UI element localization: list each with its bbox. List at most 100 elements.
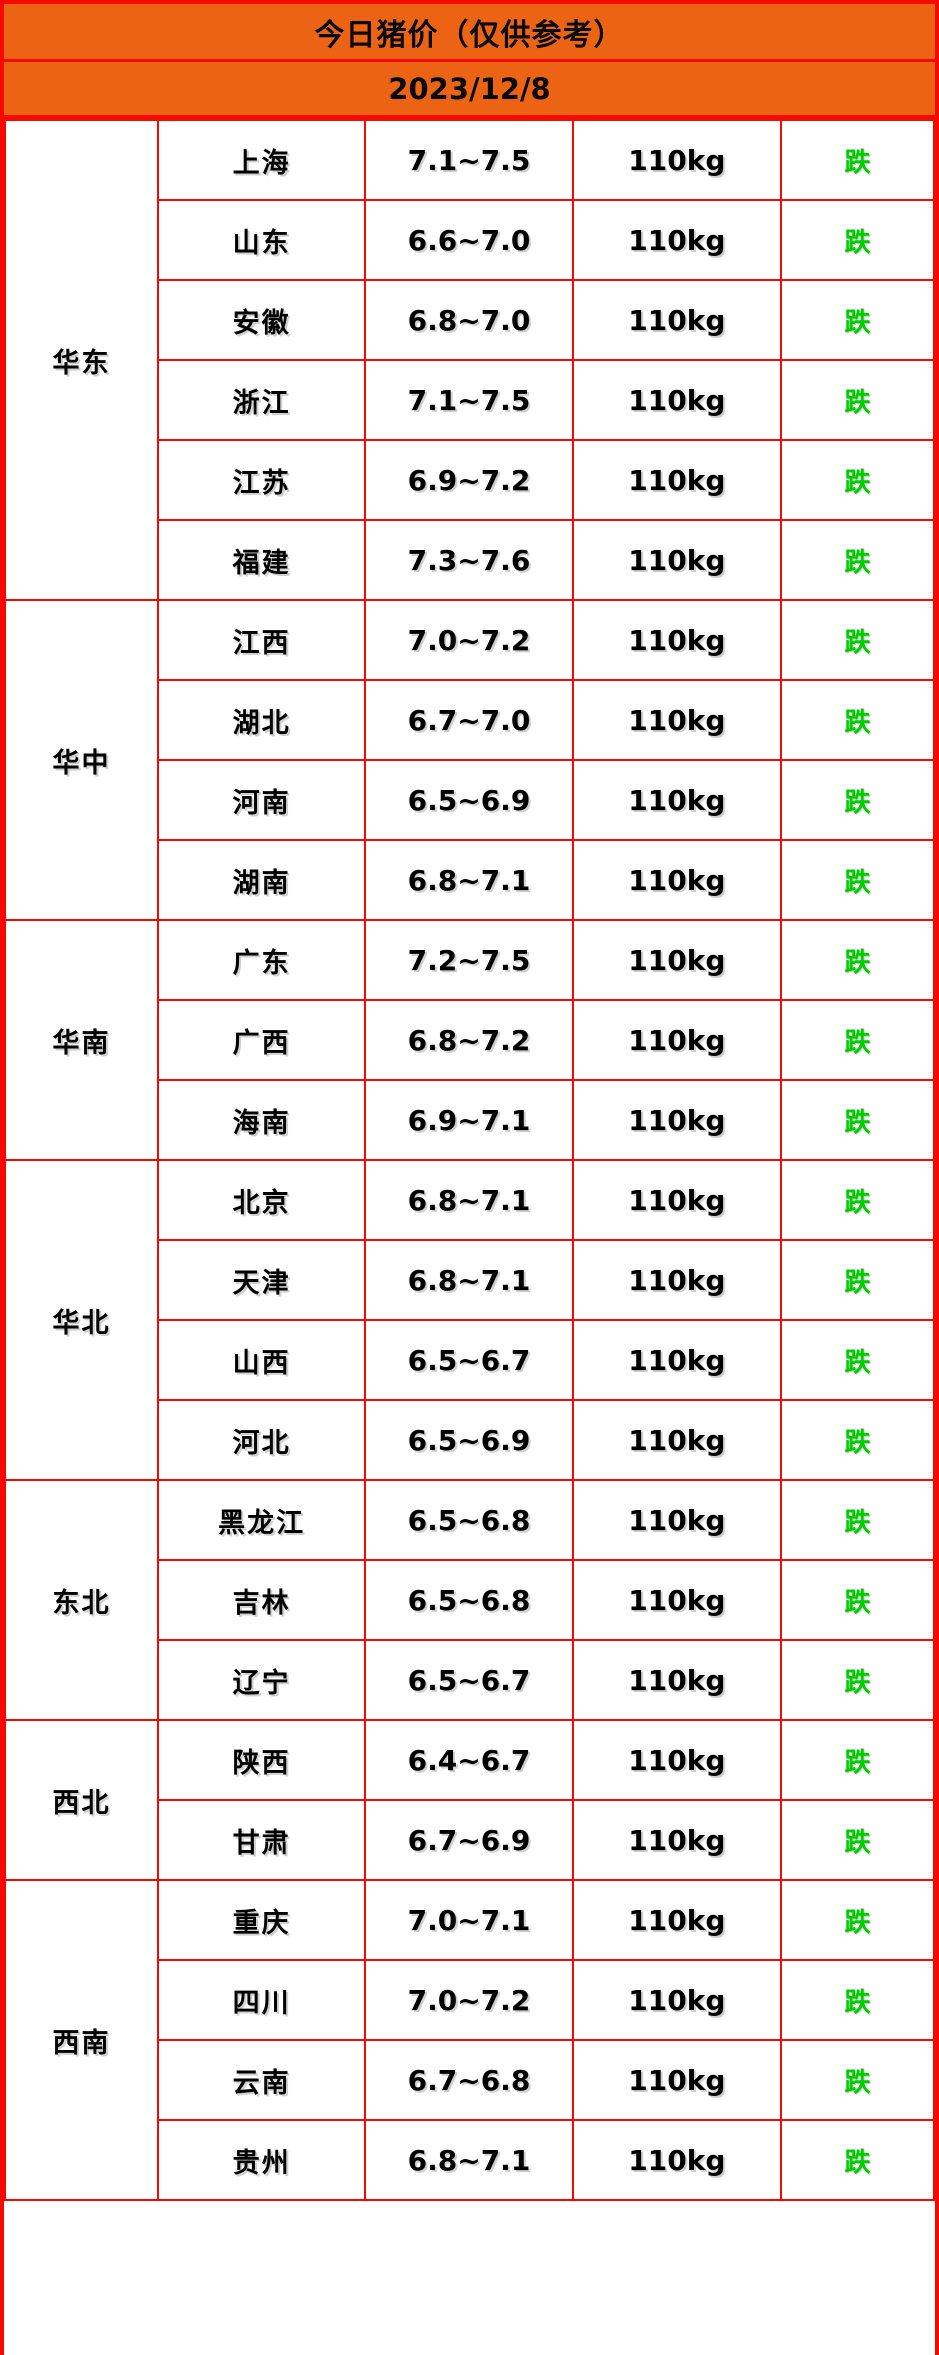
province-label: 山东 xyxy=(232,227,291,259)
table-row: 东北 黑龙江 6.5~6.8 110kg 跌 xyxy=(4,1479,935,1721)
trend-cell: 跌 xyxy=(779,919,935,1001)
weight-value: 110kg xyxy=(628,623,726,657)
weight-cell: 110kg xyxy=(571,199,782,281)
table-row: 河南 6.5~6.9 110kg 跌 xyxy=(5,759,935,841)
price-value: 6.6~7.0 xyxy=(407,223,531,257)
trend-badge: 跌 xyxy=(844,1347,871,1378)
trend-cell: 跌 xyxy=(779,1159,935,1241)
price-cell: 6.8~7.1 xyxy=(364,2119,574,2201)
province-cell: 江西 xyxy=(156,599,367,681)
table-row: 吉林 6.5~6.8 110kg 跌 xyxy=(5,1559,935,1641)
price-value: 7.1~7.5 xyxy=(407,383,531,417)
price-value: 7.2~7.5 xyxy=(407,943,531,977)
price-cell: 6.7~7.0 xyxy=(364,679,574,761)
trend-cell: 跌 xyxy=(779,439,935,521)
weight-value: 110kg xyxy=(628,1503,726,1537)
weight-cell: 110kg xyxy=(571,919,782,1001)
province-cell: 广西 xyxy=(156,999,367,1081)
trend-cell: 跌 xyxy=(779,1079,935,1161)
table-row: 浙江 7.1~7.5 110kg 跌 xyxy=(5,359,935,441)
price-value: 6.7~7.0 xyxy=(407,703,531,737)
table-row: 福建 7.3~7.6 110kg 跌 xyxy=(5,519,935,601)
page-title-text: 今日猪价（仅供参考） xyxy=(314,17,625,53)
region-label: 西南 xyxy=(52,2027,111,2059)
trend-badge: 跌 xyxy=(844,387,871,418)
price-value: 6.7~6.8 xyxy=(407,2063,531,2097)
price-value: 7.0~7.2 xyxy=(407,623,531,657)
trend-cell: 跌 xyxy=(779,359,935,441)
trend-badge: 跌 xyxy=(844,867,871,898)
weight-value: 110kg xyxy=(628,1983,726,2017)
table-row: 四川 7.0~7.2 110kg 跌 xyxy=(5,1959,935,2041)
price-value: 6.5~6.8 xyxy=(407,1503,531,1537)
province-cell: 湖北 xyxy=(156,679,367,761)
table-row: 山西 6.5~6.7 110kg 跌 xyxy=(5,1319,935,1401)
weight-cell: 110kg xyxy=(571,1319,782,1401)
table-row: 甘肃 6.7~6.9 110kg 跌 xyxy=(5,1799,935,1881)
trend-cell: 跌 xyxy=(779,2039,935,2121)
table-row: 贵州 6.8~7.1 110kg 跌 xyxy=(5,2119,935,2201)
price-value: 6.8~7.0 xyxy=(407,303,531,337)
weight-cell: 110kg xyxy=(571,519,782,601)
table-row: 华北 北京 6.8~7.1 110kg 跌 xyxy=(4,1159,935,1481)
province-cell: 河南 xyxy=(156,759,367,841)
weight-value: 110kg xyxy=(628,1103,726,1137)
table-row: 河北 6.5~6.9 110kg 跌 xyxy=(5,1399,935,1481)
price-cell: 6.5~6.9 xyxy=(364,759,574,841)
weight-value: 110kg xyxy=(628,143,726,177)
trend-badge: 跌 xyxy=(844,467,871,498)
province-label: 天津 xyxy=(232,1267,291,1299)
province-label: 黑龙江 xyxy=(218,1507,306,1539)
table-row: 西北 陕西 6.4~6.7 110kg 跌 xyxy=(4,1719,935,1881)
price-cell: 6.5~6.8 xyxy=(364,1479,574,1561)
province-label: 河南 xyxy=(232,787,291,819)
trend-badge: 跌 xyxy=(844,947,871,978)
province-label: 陕西 xyxy=(232,1747,291,1779)
table-row: 湖北 6.7~7.0 110kg 跌 xyxy=(5,679,935,761)
province-label: 江西 xyxy=(232,627,291,659)
province-cell: 辽宁 xyxy=(156,1639,367,1721)
weight-value: 110kg xyxy=(628,783,726,817)
price-cell: 7.1~7.5 xyxy=(364,119,574,201)
weight-cell: 110kg xyxy=(571,759,782,841)
trend-badge: 跌 xyxy=(844,1187,871,1218)
province-cell: 上海 xyxy=(156,119,367,201)
trend-cell: 跌 xyxy=(779,999,935,1081)
price-cell: 7.0~7.2 xyxy=(364,1959,574,2041)
price-cell: 6.5~6.8 xyxy=(364,1559,574,1641)
trend-badge: 跌 xyxy=(844,2067,871,2098)
table-row: 江苏 6.9~7.2 110kg 跌 xyxy=(5,439,935,521)
trend-cell: 跌 xyxy=(779,519,935,601)
table-row: 华中 江西 7.0~7.2 110kg 跌 xyxy=(4,599,935,921)
weight-value: 110kg xyxy=(628,863,726,897)
price-value: 7.1~7.5 xyxy=(407,143,531,177)
price-cell: 6.5~6.7 xyxy=(364,1319,574,1401)
trend-badge: 跌 xyxy=(844,1427,871,1458)
weight-cell: 110kg xyxy=(571,1479,782,1561)
table-row: 天津 6.8~7.1 110kg 跌 xyxy=(5,1239,935,1321)
trend-badge: 跌 xyxy=(844,1507,871,1538)
price-value: 7.0~7.1 xyxy=(407,1903,531,1937)
weight-cell: 110kg xyxy=(571,1639,782,1721)
weight-value: 110kg xyxy=(628,1743,726,1777)
price-table-body: 华东 上海 7.1~7.5 110kg 跌 山东 6.6~7.0 110kg 跌 安徽 6.8~7.… xyxy=(4,119,935,2201)
trend-cell: 跌 xyxy=(779,1399,935,1481)
weight-value: 110kg xyxy=(628,1423,726,1457)
trend-cell: 跌 xyxy=(779,2119,935,2201)
weight-value: 110kg xyxy=(628,1903,726,1937)
province-label: 安徽 xyxy=(232,307,291,339)
date-banner: 2023/12/8 xyxy=(4,62,935,119)
price-cell: 6.4~6.7 xyxy=(364,1719,574,1801)
weight-cell: 110kg xyxy=(571,1399,782,1481)
trend-cell: 跌 xyxy=(779,1479,935,1561)
weight-cell: 110kg xyxy=(571,2039,782,2121)
weight-cell: 110kg xyxy=(571,119,782,201)
trend-badge: 跌 xyxy=(844,787,871,818)
province-label: 贵州 xyxy=(232,2147,291,2179)
table-row: 辽宁 6.5~6.7 110kg 跌 xyxy=(5,1639,935,1721)
province-label: 海南 xyxy=(232,1107,291,1139)
table-row: 山东 6.6~7.0 110kg 跌 xyxy=(5,199,935,281)
province-cell: 浙江 xyxy=(156,359,367,441)
province-label: 甘肃 xyxy=(232,1827,291,1859)
